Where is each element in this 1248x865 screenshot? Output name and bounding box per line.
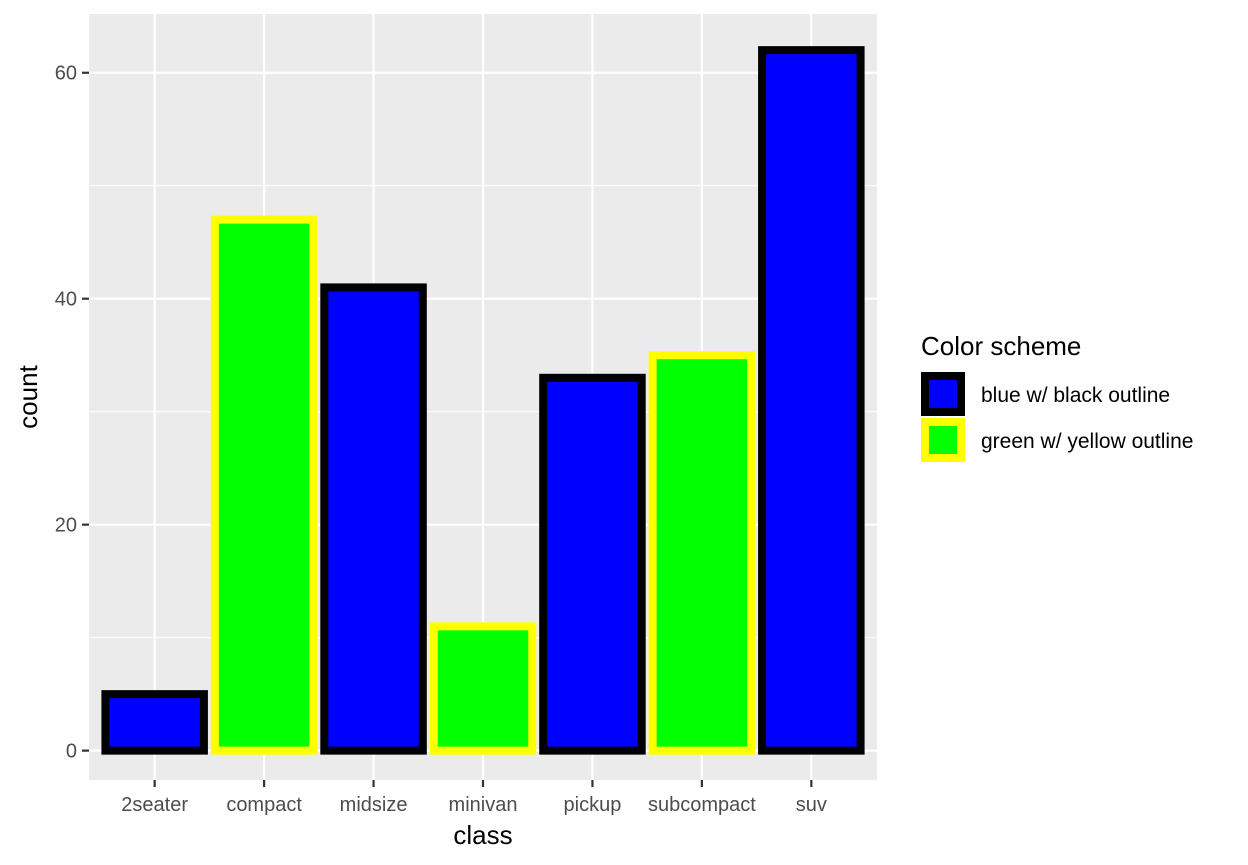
y-tick-label: 60 <box>55 63 77 85</box>
bar-compact <box>210 215 318 755</box>
legend-label: blue w/ black outline <box>981 384 1170 407</box>
x-tick-label: 2seater <box>121 794 188 816</box>
bar-2seater <box>101 690 208 755</box>
x-tick-label: minivan <box>449 794 518 816</box>
x-tick-label: subcompact <box>648 794 756 816</box>
bar-pickup <box>539 373 646 755</box>
legend-title: Color scheme <box>921 331 1081 361</box>
x-tick-label: suv <box>796 794 827 816</box>
bar-suv <box>758 46 865 755</box>
legend-entries: blue w/ black outline green w/ yellow out… <box>921 372 1193 462</box>
x-axis: 2seater compact midsize minivan pickup subcom… <box>121 780 827 816</box>
bar-minivan <box>429 622 537 755</box>
legend-label: green w/ yellow outline <box>981 430 1193 453</box>
legend-key <box>921 418 965 462</box>
bar-midsize <box>320 283 427 755</box>
y-tick-label: 40 <box>55 289 77 311</box>
y-axis-title: count <box>13 364 43 428</box>
bar-subcompact <box>648 351 756 755</box>
x-tick-label: pickup <box>564 794 622 816</box>
bars <box>101 46 865 755</box>
x-tick-label: midsize <box>340 794 408 816</box>
legend-key <box>921 372 965 416</box>
y-axis: 0 20 40 60 <box>55 63 89 763</box>
y-tick-label: 0 <box>66 741 77 763</box>
x-axis-title: class <box>453 820 512 850</box>
x-tick-label: compact <box>226 794 302 816</box>
y-tick-label: 20 <box>55 515 77 537</box>
legend: Color scheme blue w/ black outline green … <box>921 331 1193 462</box>
